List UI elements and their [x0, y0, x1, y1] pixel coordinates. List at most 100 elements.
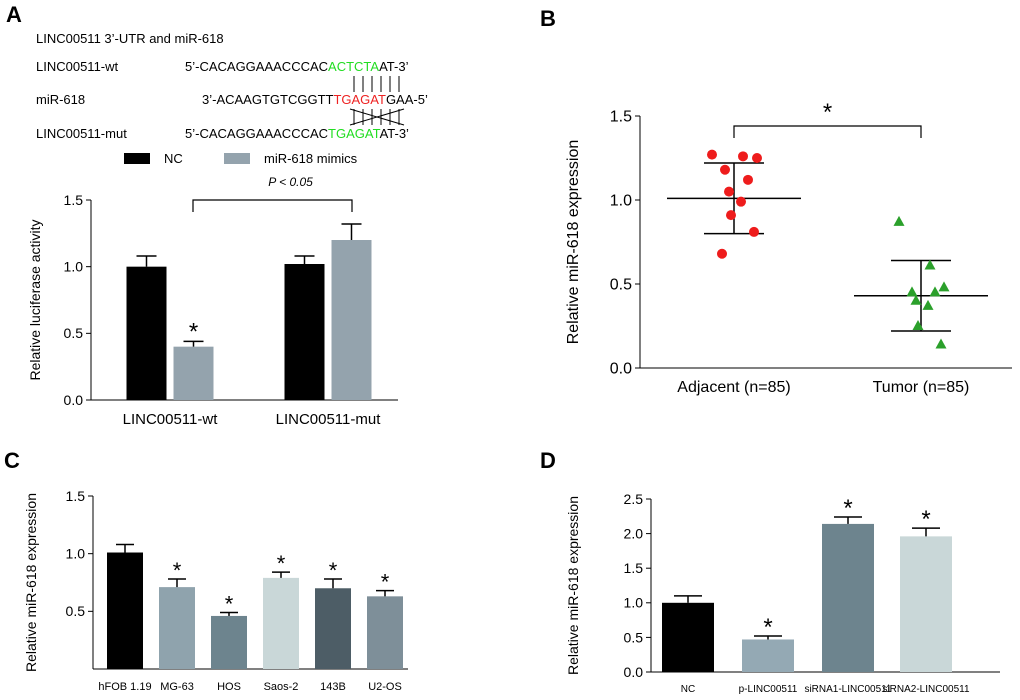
sequence-label-wt: LINC00511-wt — [36, 59, 119, 74]
data-point — [738, 151, 748, 162]
legend-swatch-mimics — [224, 153, 250, 164]
data-point — [726, 210, 736, 221]
bar — [211, 615, 247, 669]
data-point — [929, 286, 941, 297]
x-tick-label: NC — [681, 684, 695, 695]
significance-star: * — [189, 318, 198, 345]
x-tick-label: p-LINC00511 — [739, 684, 798, 695]
x-tick-label: LINC00511-mut — [276, 411, 382, 428]
y-tick-label: 1.0 — [66, 546, 86, 562]
x-tick-label: hFOB 1.19 — [98, 681, 151, 693]
sequence-title: LINC00511 3’-UTR and miR-618 — [36, 31, 224, 46]
y-tick-label: 1.5 — [64, 192, 84, 208]
sequence-mut: 5’-CACAGGAAACCCACTGAGATAT-3’ — [185, 126, 409, 141]
x-tick-label: U2-OS — [368, 681, 402, 693]
x-tick-label: Tumor (n=85) — [873, 379, 970, 396]
y-tick-label: 1.5 — [66, 488, 86, 504]
y-tick-label: 1.5 — [610, 109, 632, 126]
x-tick-label: siRNA2-LINC00511 — [882, 684, 970, 695]
y-axis-label: Relative miR-618 expression — [23, 493, 39, 672]
data-point — [707, 149, 717, 160]
data-point — [935, 338, 947, 349]
y-tick-label: 0.0 — [64, 392, 84, 408]
chart-d: 0.0 0.5 1.0 1.5 2.0 2.5 Relative miR-618 expre… — [565, 491, 1000, 695]
bar — [263, 577, 299, 669]
y-axis-label: Relative luciferase activity — [27, 219, 43, 380]
y-tick-label: 1.5 — [624, 560, 644, 576]
data-point — [924, 259, 936, 270]
sequence-wt: 5’-CACAGGAAACCCACACTCTAAT-3’ — [185, 59, 409, 74]
significance-star: * — [823, 99, 832, 126]
bar — [315, 588, 351, 669]
x-tick-label: Saos-2 — [264, 681, 299, 693]
data-point — [720, 164, 730, 175]
bar — [662, 602, 714, 672]
bar — [126, 266, 167, 400]
y-tick-label: 1.0 — [624, 595, 644, 611]
sequence-label-mut: LINC00511-mut — [36, 126, 127, 141]
bar — [742, 639, 794, 672]
x-tick-label: LINC00511-wt — [123, 411, 219, 428]
y-tick-label: 0.5 — [624, 629, 644, 645]
y-tick-label: 1.0 — [610, 193, 632, 210]
y-tick-label: 2.5 — [624, 491, 644, 507]
x-tick-label: Adjacent (n=85) — [677, 379, 790, 396]
significance-star: * — [921, 506, 930, 533]
y-tick-label: 0.5 — [610, 277, 632, 294]
data-point — [910, 294, 922, 305]
legend-a: NC miR-618 mimics — [124, 151, 358, 166]
data-point — [743, 174, 753, 185]
data-point — [717, 248, 727, 259]
x-tick-label: MG-63 — [160, 681, 194, 693]
sequence-alignment: LINC00511 3’-UTR and miR-618 LINC00511-w… — [36, 31, 428, 141]
pairing-lines — [353, 76, 400, 92]
chart-a: 0.0 0.5 1.0 1.5 Relative luciferase activity… — [27, 175, 398, 428]
bar — [173, 346, 214, 400]
data-point — [893, 215, 905, 226]
significance-star: * — [173, 558, 182, 583]
significance-star: * — [763, 614, 772, 641]
data-point — [749, 226, 759, 237]
chart-c: 0.5 1.0 1.5 Relative miR-618 expression hFOB… — [23, 488, 408, 693]
y-axis-label: Relative miR-618 expression — [565, 496, 581, 675]
x-tick-label: HOS — [217, 681, 241, 693]
legend-swatch-nc — [124, 153, 150, 164]
significance-star: * — [329, 558, 338, 583]
p-value-annotation: P < 0.05 — [268, 175, 313, 189]
panel-letter-c: C — [4, 448, 20, 473]
y-axis-label: Relative miR-618 expression — [565, 140, 582, 345]
y-tick-label: 2.0 — [624, 526, 644, 542]
chart-b: 0.0 0.5 1.0 1.5 Relative miR-618 expression A… — [565, 99, 1012, 396]
bar — [331, 240, 372, 400]
y-tick-label: 0.5 — [66, 603, 86, 619]
bar — [367, 596, 403, 669]
significance-star: * — [225, 591, 234, 616]
data-point — [736, 196, 746, 207]
data-point — [938, 281, 950, 292]
legend-label-nc: NC — [164, 151, 183, 166]
bar — [900, 536, 952, 672]
y-tick-label: 0.0 — [610, 361, 632, 378]
x-tick-label: siRNA1-LINC00511 — [804, 684, 892, 695]
bar — [159, 587, 195, 669]
panel-letter-b: B — [540, 6, 556, 31]
data-point — [912, 320, 924, 330]
data-point — [906, 286, 918, 297]
bar — [107, 552, 143, 669]
sequence-label-mir: miR-618 — [36, 92, 85, 107]
legend-label-mimics: miR-618 mimics — [264, 151, 358, 166]
x-tick-label: 143B — [320, 681, 346, 693]
panel-letter-a: A — [6, 2, 22, 27]
data-point — [724, 186, 734, 197]
panel-letter-d: D — [540, 448, 556, 473]
y-tick-label: 0.0 — [624, 664, 644, 680]
bar — [822, 523, 874, 672]
data-point — [752, 153, 762, 163]
data-point — [922, 299, 934, 310]
significance-bracket — [733, 125, 922, 138]
y-tick-label: 0.5 — [64, 325, 84, 341]
y-tick-label: 1.0 — [64, 259, 84, 275]
significance-star: * — [843, 495, 852, 522]
significance-star: * — [381, 570, 390, 595]
